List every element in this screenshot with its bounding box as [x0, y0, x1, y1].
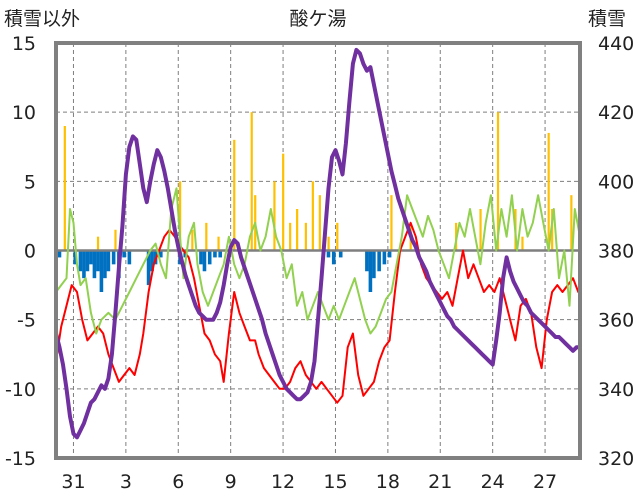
snowfall-bar — [282, 153, 285, 251]
chart-title: 酸ケ湯 — [289, 8, 346, 30]
snowfall-bar — [304, 222, 307, 251]
snowfall-bar — [311, 181, 314, 251]
snow-change-bar — [146, 250, 151, 286]
right-tick-label: 440 — [598, 33, 634, 55]
snow-change-bar — [382, 250, 387, 265]
snow-change-bar — [207, 250, 212, 265]
x-tick-label: 9 — [225, 471, 237, 493]
snowfall-bar — [191, 229, 194, 251]
snow-change-bar — [89, 250, 93, 265]
x-tick-label: 15 — [323, 471, 347, 493]
snowfall-bar — [570, 195, 573, 251]
snowfall-bar — [217, 236, 220, 251]
x-tick-label: 6 — [172, 471, 184, 493]
left-tick-label: -5 — [17, 310, 36, 332]
snow-change-bar — [326, 250, 331, 258]
snowfall-bar — [289, 222, 292, 251]
snow-change-bar — [99, 250, 104, 292]
snow-change-bar — [127, 250, 132, 265]
right-axis-label: 積雪 — [588, 8, 626, 30]
series-line-wind — [55, 187, 581, 335]
left-tick-label: 0 — [24, 241, 36, 263]
right-tick-label: 400 — [598, 171, 634, 193]
x-axis-ticks: 31 3 6 9 12 15 18 21 24 27 — [61, 471, 557, 493]
snow-change-bar — [82, 250, 86, 279]
snow-change-bar — [111, 250, 116, 265]
x-tick-label: 31 — [61, 471, 85, 493]
series-line-temperature — [55, 221, 580, 404]
left-tick-label: -10 — [5, 379, 36, 401]
series-line-snowdepth — [54, 47, 582, 440]
snow-change-bar — [338, 250, 343, 258]
right-tick-label: 340 — [598, 379, 634, 401]
snowfall-bar — [296, 209, 299, 251]
snow-change-bar — [103, 250, 107, 279]
x-tick-label: 18 — [376, 471, 400, 493]
snowfall-bar — [390, 195, 393, 251]
left-tick-label: 5 — [24, 171, 36, 193]
left-tick-label: 10 — [12, 102, 36, 124]
snow-change-bar — [387, 250, 392, 258]
snow-change-bar — [106, 250, 111, 272]
snowfall-bar — [63, 126, 66, 251]
x-tick-label: 21 — [428, 471, 452, 493]
snow-change-bar — [213, 250, 217, 258]
snow-change-bar — [78, 250, 83, 272]
snowfall-bar — [327, 236, 330, 251]
snowfall-bar — [521, 236, 524, 251]
snow-change-bar — [85, 250, 90, 272]
x-tick-label: 3 — [120, 471, 132, 493]
snow-change-bar — [122, 250, 126, 258]
snowfall-bar — [250, 112, 253, 251]
left-axis-label: 積雪以外 — [4, 8, 80, 30]
snow-change-bar — [73, 250, 78, 265]
snowfall-bar — [205, 222, 208, 251]
snowfall-bar — [114, 229, 117, 251]
right-tick-label: 420 — [598, 102, 634, 124]
snowfall-bar — [336, 222, 339, 251]
snow-change-bar — [57, 250, 62, 258]
x-tick-label: 27 — [533, 471, 557, 493]
snow-change-bar — [372, 250, 376, 279]
snow-change-bar — [92, 250, 97, 279]
snow-change-bar — [331, 250, 336, 265]
left-tick-label: -15 — [5, 448, 36, 470]
right-tick-label: 320 — [598, 448, 634, 470]
snow-change-bar — [218, 250, 222, 258]
snow-change-bar — [159, 250, 163, 258]
plot-frame — [54, 41, 582, 460]
snow-change-bar — [365, 250, 369, 272]
right-tick-label: 360 — [598, 310, 634, 332]
x-tick-label: 24 — [481, 471, 505, 493]
snowfall-bar — [496, 112, 500, 251]
snowfall-bar — [233, 139, 236, 251]
snow-change-bar — [368, 250, 373, 292]
snow-change-bar — [96, 250, 100, 272]
snowfall-bar — [96, 236, 100, 251]
x-tick-label: 12 — [271, 471, 295, 493]
series-lines — [54, 47, 582, 440]
left-axis-ticks: 15 10 5 0 -5 -10 -15 — [5, 33, 36, 470]
left-tick-label: 15 — [12, 33, 36, 55]
snow-change-bar — [199, 250, 203, 265]
right-axis-ticks: 440 420 400 380 360 340 320 — [598, 33, 634, 470]
snowfall-bar — [318, 195, 321, 251]
snowfall-bar — [273, 181, 276, 251]
snow-change-bar — [150, 250, 154, 272]
snowfall-bar — [479, 209, 482, 251]
snowfall-bar — [179, 181, 182, 251]
snow-change-bar — [377, 250, 381, 272]
snowfall-bar — [547, 132, 550, 251]
snow-change-bar — [202, 250, 207, 272]
right-tick-label: 380 — [598, 241, 634, 263]
